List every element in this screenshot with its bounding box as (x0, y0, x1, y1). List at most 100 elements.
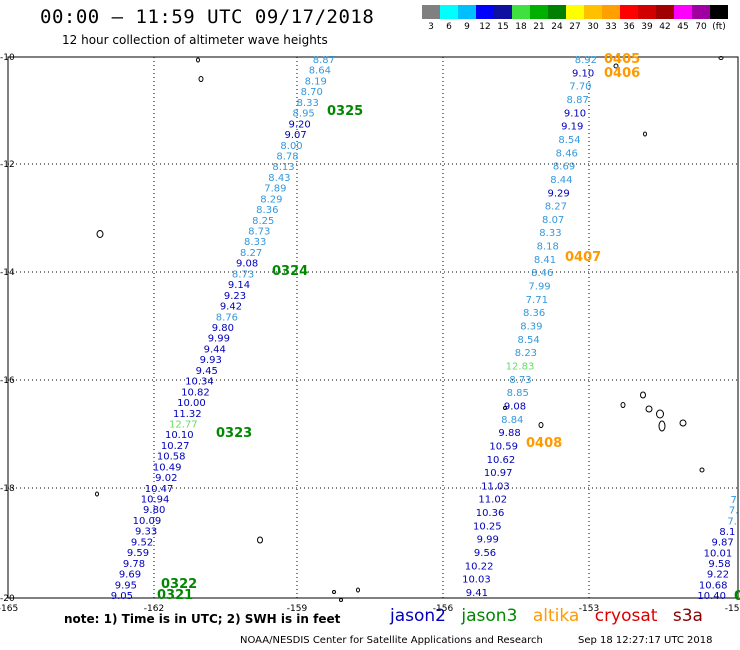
swh-value: 10.00 (177, 398, 206, 409)
legend-label: 27 (569, 22, 581, 32)
swh-value: 10.62 (487, 455, 516, 466)
swh-value: 9.80 (143, 505, 165, 516)
track-b: 8.92 9.10 7.70 8.87 9.10 9.19 8.54 8.46 8.69 8.44… (462, 55, 597, 599)
legend-swatches (422, 5, 728, 19)
lat-tick-label: -10 (0, 53, 15, 63)
island (640, 391, 646, 399)
swh-value: 8.70 (301, 87, 323, 98)
swh-value: 8.46 (531, 268, 553, 279)
pass-time-label: 0407 (565, 250, 601, 265)
pass-time-label: 0325 (327, 104, 363, 119)
swh-value: 8.46 (556, 148, 578, 159)
legend-swatch (566, 5, 584, 19)
swh-value: 8.84 (501, 415, 523, 426)
swh-value: 9.93 (200, 355, 222, 366)
legend-swatch (494, 5, 512, 19)
swh-value: 9.08 (504, 401, 526, 412)
swh-value: 9.95 (115, 580, 137, 591)
swh-value: 9.99 (477, 535, 499, 546)
island (196, 57, 200, 63)
footnote: note: 1) Time is in UTC; 2) SWH is in fe… (64, 612, 341, 626)
swh-value: 10.82 (181, 387, 210, 398)
swh-value: 8.54 (518, 335, 540, 346)
swh-value: 7. (730, 495, 740, 506)
map-title: 00:00 – 11:59 UTC 09/17/2018 (40, 6, 375, 28)
island (257, 536, 263, 544)
island (643, 131, 647, 137)
island (198, 76, 204, 82)
swh-value: 10.68 (699, 580, 728, 591)
swh-value: 8.23 (515, 348, 537, 359)
color-legend: 3 6 9 12 15 18 21 24 27 30 33 36 39 42 45 70 (ft) (422, 5, 728, 32)
swh-value: 8.54 (558, 135, 580, 146)
island (613, 63, 619, 69)
swh-value: 8.87 (567, 95, 589, 106)
pass-time-label: 0408 (526, 436, 562, 451)
legend-swatch (584, 5, 602, 19)
swh-value: 10.01 (704, 548, 733, 559)
lat-tick-label: -16 (0, 376, 15, 386)
swh-value: 8.25 (252, 216, 274, 227)
swh-value: 10.97 (484, 468, 513, 479)
legend-swatch (548, 5, 566, 19)
swh-value: 11.32 (173, 409, 202, 420)
sat-s3a: s3a (672, 606, 703, 626)
swh-value: 7.71 (526, 295, 548, 306)
pass-time-label: 0406 (604, 66, 640, 81)
pass-time-label: 0321 (157, 588, 193, 603)
swh-value: 12.83 (506, 361, 535, 372)
swh-value: 9.08 (236, 259, 258, 270)
swh-value: 9.78 (123, 559, 145, 570)
sat-jason2: jason2 (390, 606, 446, 626)
swh-value: 10.94 (141, 495, 170, 506)
swh-value: 8.27 (545, 202, 567, 213)
legend-label: 9 (464, 22, 470, 32)
swh-value: 10.49 (153, 462, 182, 473)
legend-label: (ft) (712, 22, 726, 32)
legend-label: 24 (551, 22, 563, 32)
swh-value: 10.47 (145, 484, 174, 495)
lon-tick-label: -150 (725, 604, 740, 614)
legend-label: 45 (677, 22, 689, 32)
swh-value: 12.77 (169, 419, 198, 430)
swh-value: 8.73 (509, 375, 531, 386)
island (718, 56, 724, 60)
legend-label: 36 (623, 22, 635, 32)
legend-swatch (638, 5, 656, 19)
swh-value: 10.09 (133, 516, 162, 527)
swh-value: 9.41 (466, 588, 488, 599)
legend-swatch (530, 5, 548, 19)
island (679, 419, 687, 427)
pass-time-label: 0 (734, 589, 740, 604)
swh-value: 8.19 (305, 76, 327, 87)
legend-label: 33 (605, 22, 617, 32)
swh-value: 8.69 (553, 162, 575, 173)
legend-label: 70 (695, 22, 707, 32)
swh-value: 8.76 (216, 312, 238, 323)
legend-label: 18 (515, 22, 527, 32)
swh-value: 10.40 (697, 591, 726, 602)
swh-value: 8.73 (232, 269, 254, 280)
axis-ticks: -10 -12 -14 -16 -18 -20-165 -162 -159 -156 -153 -1… (0, 53, 740, 614)
island (538, 422, 544, 428)
map-subtitle: 12 hour collection of altimeter wave hei… (62, 33, 328, 47)
swh-value: 7.99 (528, 282, 550, 293)
swh-value: 9.29 (547, 188, 569, 199)
legend-label: 6 (446, 22, 452, 32)
swh-value: 8.29 (260, 194, 282, 205)
legend-label: 12 (479, 22, 491, 32)
swh-value: 9.88 (498, 428, 520, 439)
swh-value: 8.43 (268, 173, 290, 184)
swh-value: 8.95 (293, 109, 315, 120)
islands (95, 56, 724, 602)
legend-swatch (620, 5, 638, 19)
swh-value: 9.58 (708, 559, 730, 570)
island (658, 420, 666, 432)
swh-value: 7. (729, 506, 739, 517)
swh-value: 9.59 (127, 548, 149, 559)
island (645, 405, 653, 413)
island (332, 590, 336, 594)
